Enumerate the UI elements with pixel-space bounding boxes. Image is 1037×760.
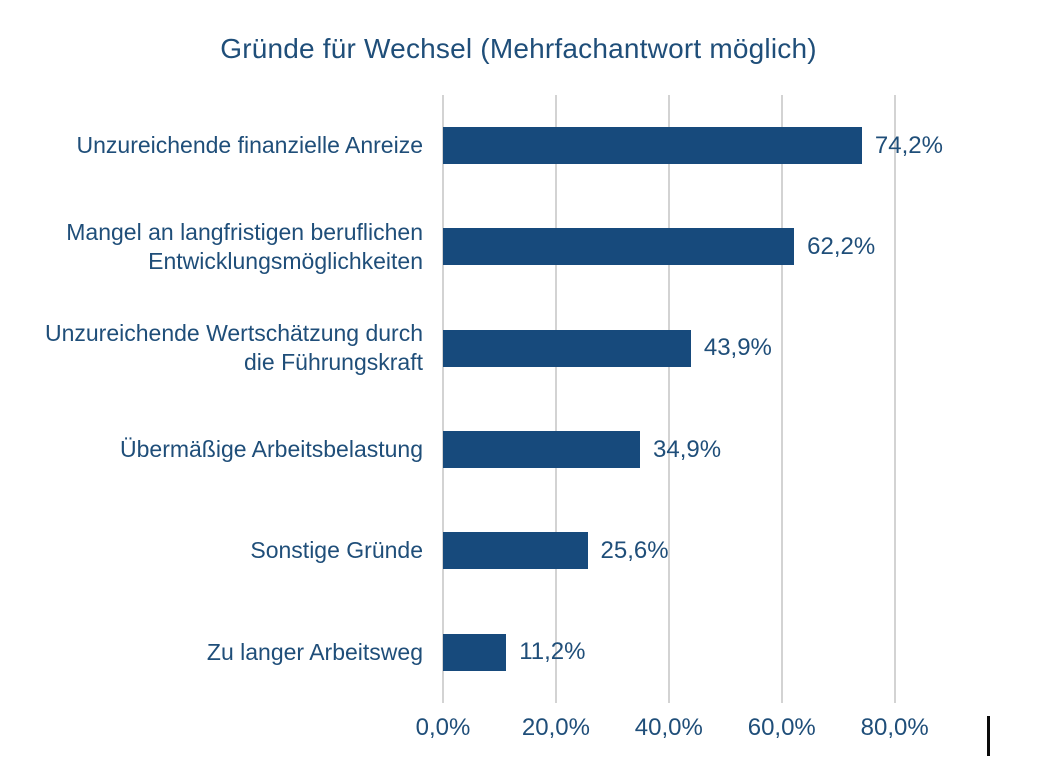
chart-row: Sonstige Gründe 25,6% xyxy=(0,500,1037,601)
gridline xyxy=(667,95,670,703)
x-axis-tick-label: 80,0% xyxy=(860,714,929,741)
x-axis-tick-label: 0,0% xyxy=(415,714,471,741)
bar-area: 11,2% xyxy=(443,602,985,703)
chart-row: Übermäßige Arbeitsbelastung 34,9% xyxy=(0,399,1037,500)
bar-area: 74,2% xyxy=(443,95,985,196)
chart-row: Unzureichende finanzielle Anreize 74,2% xyxy=(0,95,1037,196)
x-axis-tick-label: 60,0% xyxy=(747,714,816,741)
value-label: 11,2% xyxy=(519,638,586,666)
value-label: 74,2% xyxy=(874,131,943,159)
bar xyxy=(443,431,641,469)
gridline xyxy=(442,95,444,703)
gridline-layer xyxy=(442,95,985,703)
x-axis-tick-label: 20,0% xyxy=(521,714,590,741)
x-axis-tick-label: 40,0% xyxy=(634,714,703,741)
bar xyxy=(443,228,795,266)
value-label: 25,6% xyxy=(600,536,669,564)
x-axis: 0,0% 20,0% 40,0% 60,0% 80,0% xyxy=(416,714,985,748)
value-label: 43,9% xyxy=(703,334,772,362)
gridline xyxy=(893,95,896,703)
category-label: Zu langer Arbeitsweg xyxy=(206,638,423,665)
chart-row: Mangel an langfristigen beruflichen Entw… xyxy=(0,196,1037,297)
bar xyxy=(443,127,862,165)
bar xyxy=(443,329,691,367)
bar-area: 25,6% xyxy=(443,500,985,601)
category-label: Übermäßige Arbeitsbelastung xyxy=(120,436,423,463)
category-label: Sonstige Gründe xyxy=(250,537,423,564)
value-label: 62,2% xyxy=(807,232,876,260)
text-cursor-artifact xyxy=(987,716,990,756)
chart-title: Gründe für Wechsel (Mehrfachantwort mögl… xyxy=(220,33,817,64)
plot-area: Unzureichende finanzielle Anreize 74,2% … xyxy=(0,95,1037,703)
gridline xyxy=(780,95,783,703)
bar xyxy=(443,532,588,570)
bar-area: 34,9% xyxy=(443,399,985,500)
category-label: Unzureichende Wertschätzung durch die Fü… xyxy=(44,320,423,376)
chart-row: Zu langer Arbeitsweg 11,2% xyxy=(0,602,1037,703)
chart-row: Unzureichende Wertschätzung durch die Fü… xyxy=(0,298,1037,399)
value-label: 34,9% xyxy=(653,435,722,463)
gridline xyxy=(554,95,557,703)
bar xyxy=(443,633,507,671)
category-label: Unzureichende finanzielle Anreize xyxy=(76,132,424,159)
category-label: Mangel an langfristigen beruflichen Entw… xyxy=(66,219,423,274)
bar-area: 43,9% xyxy=(443,298,985,399)
bar-area: 62,2% xyxy=(443,196,985,297)
